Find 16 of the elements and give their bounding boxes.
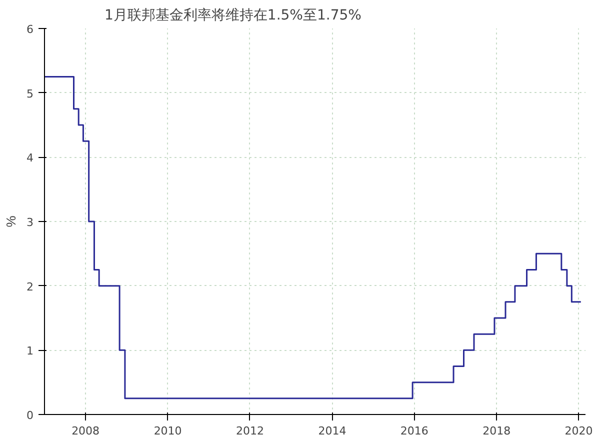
x-tick-label: 2020 <box>564 424 593 437</box>
y-tick-label: 0 <box>26 409 34 422</box>
y-tick-label: 4 <box>26 152 34 165</box>
x-tick-label: 2012 <box>236 424 264 437</box>
y-tick-label: 2 <box>26 280 34 294</box>
x-tick-label: 2014 <box>318 424 346 437</box>
x-tick-label: 2010 <box>154 424 182 437</box>
chart-title: 1月联邦基金利率将维持在1.5%至1.75% <box>104 8 362 24</box>
y-tick-label: 5 <box>26 87 34 100</box>
y-axis-title: % <box>4 215 18 228</box>
y-tick-label: 1 <box>26 344 34 358</box>
y-tick-label: 3 <box>26 216 34 229</box>
x-tick-label: 2008 <box>72 424 100 437</box>
y-tick-label: 6 <box>26 23 34 36</box>
x-tick-label: 2016 <box>400 424 428 437</box>
x-tick-label: 2018 <box>482 424 511 437</box>
